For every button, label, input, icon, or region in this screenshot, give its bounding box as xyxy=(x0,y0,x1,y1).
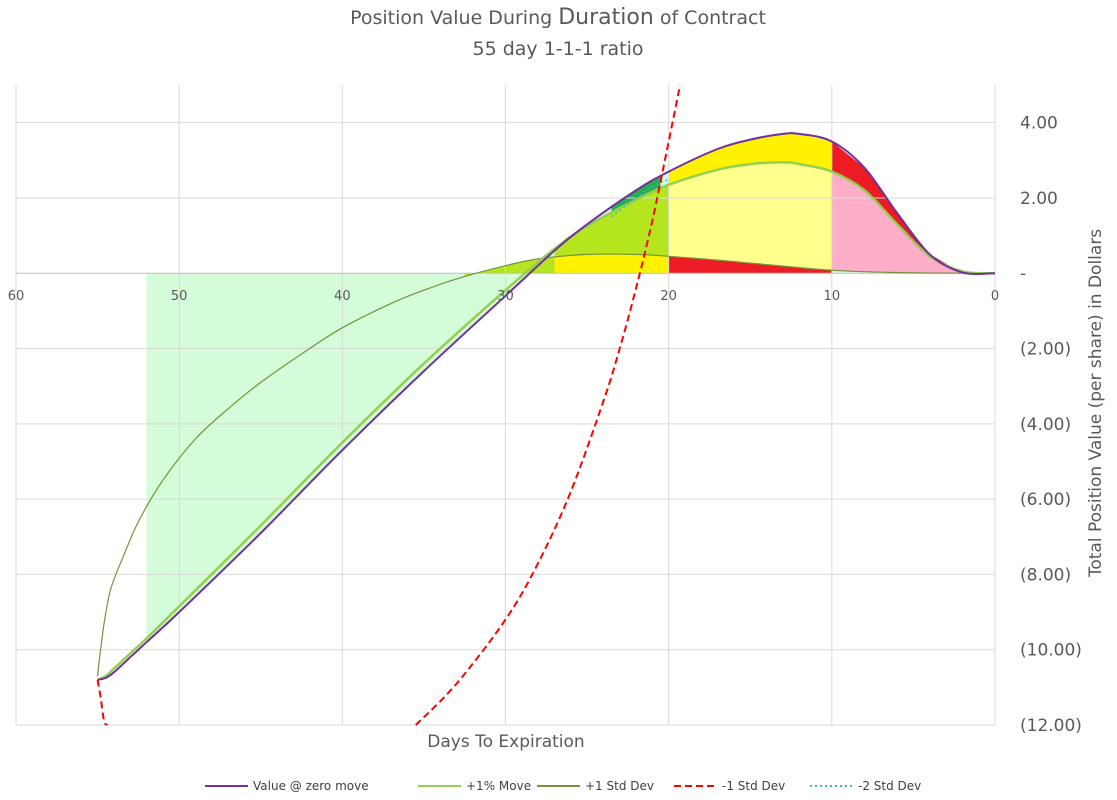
y-axis-label: Total Position Value (per share) in Doll… xyxy=(1086,229,1106,578)
x-tick-label: 20 xyxy=(660,289,677,304)
y-tick-labels: 4.00 2.00 - (2.00) (4.00) (6.00) (8.00) (10.00)… xyxy=(1020,114,1082,736)
title-prefix: Position Value During xyxy=(350,7,558,29)
series-line-value-zero-move xyxy=(97,132,996,681)
series-line-2-std-dev xyxy=(611,178,670,218)
x-tick-label: 50 xyxy=(171,289,188,304)
x-axis-label: Days To Expiration xyxy=(427,732,584,752)
legend-label-1-move: +1% Move xyxy=(466,779,531,793)
series-line-1-std-dev xyxy=(97,253,996,677)
legend-label-1-std-dev: -1 Std Dev xyxy=(722,779,785,793)
y-tick-label: (4.00) xyxy=(1020,415,1071,435)
chart-subtitle: 55 day 1-1-1 ratio xyxy=(472,38,643,60)
band-green xyxy=(611,176,661,213)
x-tick-label: 10 xyxy=(824,289,841,304)
y-tick-label: (6.00) xyxy=(1020,490,1071,510)
legend-label-value-zero-move: Value @ zero move xyxy=(253,779,369,793)
band-yellow-green xyxy=(554,184,669,258)
x-tick-label: 60 xyxy=(8,289,25,304)
x-tick-label: 30 xyxy=(497,289,514,304)
band-light-yellow xyxy=(668,162,832,271)
series-line-1-move xyxy=(97,160,996,681)
y-tick-label: (12.00) xyxy=(1020,716,1082,736)
band-yellow xyxy=(554,254,669,274)
band-red xyxy=(831,141,987,273)
region-fills xyxy=(146,133,995,643)
y-tick-label: 2.00 xyxy=(1020,189,1058,209)
y-tick-label: 4.00 xyxy=(1020,114,1058,134)
band-red xyxy=(668,256,832,274)
series-line-1-std-dev xyxy=(415,84,682,726)
chart-title: Position Value During Duration of Contra… xyxy=(350,5,766,30)
title-suffix: of Contract xyxy=(654,7,766,29)
legend-label-2-std-dev: -2 Std Dev xyxy=(858,779,921,793)
x-tick-label: 0 xyxy=(991,289,999,304)
y-tick-label: (8.00) xyxy=(1020,565,1071,585)
y-tick-label: (10.00) xyxy=(1020,641,1082,661)
series-lines xyxy=(96,84,996,726)
band-pink xyxy=(831,171,987,274)
y-tick-label: - xyxy=(1020,264,1026,284)
x-tick-label: 40 xyxy=(334,289,351,304)
y-tick-label: (2.00) xyxy=(1020,340,1071,360)
gridlines xyxy=(15,85,996,726)
series-line-1-std-dev xyxy=(96,679,109,726)
legend-label-1-std-dev: +1 Std Dev xyxy=(585,779,654,793)
title-emphasis: Duration xyxy=(558,5,654,30)
legend: Value @ zero move +1% Move +1 Std Dev -1 St… xyxy=(205,779,921,793)
x-tick-labels: 60 50 40 30 20 10 0 xyxy=(8,289,999,304)
